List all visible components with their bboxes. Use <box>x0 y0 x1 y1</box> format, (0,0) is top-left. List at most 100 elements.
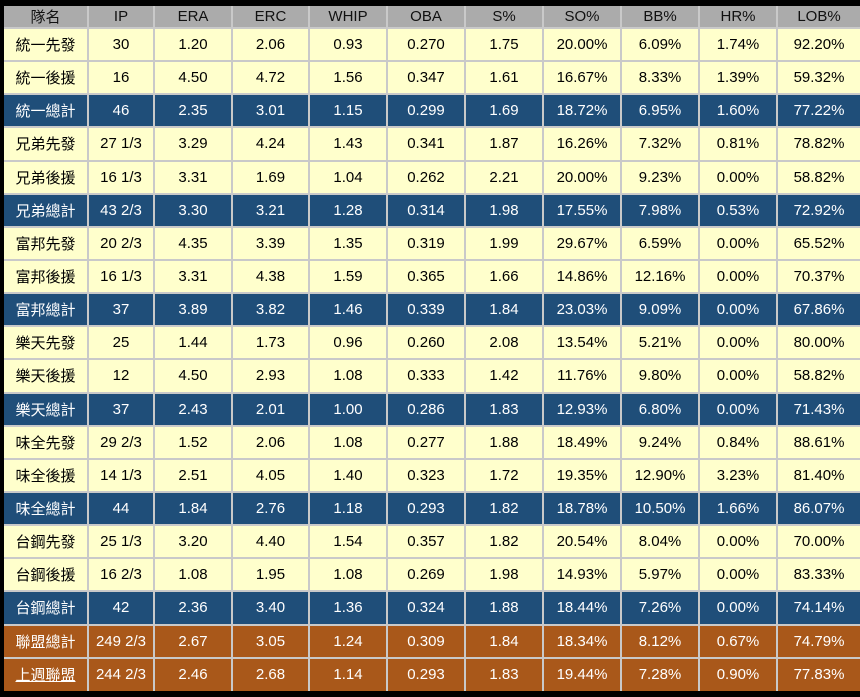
stat-cell: 19.44% <box>542 656 622 696</box>
stat-cell: 1.00 <box>308 391 388 427</box>
stat-cell: 1.46 <box>308 292 388 328</box>
stat-cell: 3.23% <box>698 457 778 493</box>
stat-cell: 14 1/3 <box>87 457 155 493</box>
stat-cell: 0.277 <box>386 424 466 460</box>
stat-cell: 9.23% <box>620 159 700 195</box>
stat-cell: 43 2/3 <box>87 192 155 228</box>
stat-cell: 3.01 <box>231 93 310 129</box>
stat-cell: 1.84 <box>153 490 233 527</box>
stat-cell: 1.84 <box>464 623 544 659</box>
stat-cell: 13.54% <box>542 325 622 361</box>
stat-cell: 1.95 <box>231 557 310 593</box>
stat-cell: 4.50 <box>153 358 233 394</box>
stat-cell: 1.69 <box>464 93 544 129</box>
team-label-cell: 樂天後援 <box>1 358 89 394</box>
stat-cell: 1.87 <box>464 126 544 162</box>
stat-cell: 6.59% <box>620 225 700 261</box>
stat-cell: 1.39% <box>698 60 778 96</box>
column-header: WHIP <box>308 2 388 29</box>
team-label-cell: 味全後援 <box>1 457 89 493</box>
team-label-cell: 樂天總計 <box>1 391 89 427</box>
stat-cell: 1.43 <box>308 126 388 162</box>
stat-cell: 3.21 <box>231 192 310 228</box>
stat-cell: 0.270 <box>386 26 466 63</box>
stat-cell: 1.69 <box>231 159 310 195</box>
stat-cell: 0.81% <box>698 126 778 162</box>
column-header: LOB% <box>776 2 860 29</box>
stat-cell: 0.339 <box>386 292 466 328</box>
stat-cell: 42 <box>87 590 155 626</box>
stat-cell: 3.29 <box>153 126 233 162</box>
stat-cell: 27 1/3 <box>87 126 155 162</box>
stat-cell: 70.37% <box>776 258 860 295</box>
stat-cell: 2.93 <box>231 358 310 394</box>
stat-cell: 7.32% <box>620 126 700 162</box>
stat-cell: 2.21 <box>464 159 544 195</box>
table-row: 兄弟後援 16 1/3 3.31 1.69 1.04 0.262 2.21 20.00% 9.2… <box>1 159 860 195</box>
stat-cell: 18.72% <box>542 93 622 129</box>
stat-cell: 0.00% <box>698 358 778 394</box>
table-row: 富邦總計 37 3.89 3.82 1.46 0.339 1.84 23.03% 9.09% 0.… <box>1 292 860 328</box>
column-header: HR% <box>698 2 778 29</box>
stat-cell: 3.31 <box>153 258 233 295</box>
stat-cell: 0.314 <box>386 192 466 228</box>
stat-cell: 0.00% <box>698 590 778 626</box>
team-label-cell: 味全總計 <box>1 490 89 527</box>
stat-cell: 17.55% <box>542 192 622 228</box>
table-row: 上週聯盟 244 2/3 2.46 2.68 1.14 0.293 1.83 19.44% 7.… <box>1 656 860 696</box>
stat-cell: 16 2/3 <box>87 557 155 593</box>
column-header: SO% <box>542 2 622 29</box>
stat-cell: 58.82% <box>776 159 860 195</box>
stat-cell: 1.66% <box>698 490 778 527</box>
team-label-cell: 富邦先發 <box>1 225 89 261</box>
stat-cell: 9.24% <box>620 424 700 460</box>
stat-cell: 70.00% <box>776 524 860 560</box>
stat-cell: 0.323 <box>386 457 466 493</box>
stat-cell: 67.86% <box>776 292 860 328</box>
stat-cell: 74.79% <box>776 623 860 659</box>
stat-cell: 19.35% <box>542 457 622 493</box>
table-row: 味全後援 14 1/3 2.51 4.05 1.40 0.323 1.72 19.35% 12.… <box>1 457 860 493</box>
team-label-cell: 統一後援 <box>1 60 89 96</box>
stat-cell: 0.260 <box>386 325 466 361</box>
stat-cell: 0.347 <box>386 60 466 96</box>
stat-cell: 8.12% <box>620 623 700 659</box>
stat-cell: 29.67% <box>542 225 622 261</box>
stat-cell: 6.95% <box>620 93 700 129</box>
stat-cell: 37 <box>87 292 155 328</box>
stat-cell: 0.357 <box>386 524 466 560</box>
team-label-cell: 味全先發 <box>1 424 89 460</box>
stat-cell: 2.08 <box>464 325 544 361</box>
stat-cell: 20.00% <box>542 26 622 63</box>
stat-cell: 0.365 <box>386 258 466 295</box>
stat-cell: 1.14 <box>308 656 388 696</box>
stat-cell: 2.76 <box>231 490 310 527</box>
stat-cell: 8.33% <box>620 60 700 96</box>
stat-cell: 0.00% <box>698 325 778 361</box>
stat-cell: 0.00% <box>698 258 778 295</box>
stat-cell: 86.07% <box>776 490 860 527</box>
stat-cell: 0.90% <box>698 656 778 696</box>
stat-cell: 6.80% <box>620 391 700 427</box>
stat-cell: 3.31 <box>153 159 233 195</box>
stat-cell: 0.00% <box>698 524 778 560</box>
stat-cell: 78.82% <box>776 126 860 162</box>
column-header: ERA <box>153 2 233 29</box>
team-label-cell: 富邦總計 <box>1 292 89 328</box>
stat-cell: 0.00% <box>698 557 778 593</box>
stat-cell: 16 1/3 <box>87 159 155 195</box>
stat-cell: 1.66 <box>464 258 544 295</box>
stat-cell: 16.26% <box>542 126 622 162</box>
stat-cell: 10.50% <box>620 490 700 527</box>
stat-cell: 88.61% <box>776 424 860 460</box>
stat-cell: 2.06 <box>231 26 310 63</box>
table-row: 台鋼後援 16 2/3 1.08 1.95 1.08 0.269 1.98 14.93% 5.9… <box>1 557 860 593</box>
stat-cell: 1.60% <box>698 93 778 129</box>
stat-cell: 59.32% <box>776 60 860 96</box>
table-row: 兄弟先發 27 1/3 3.29 4.24 1.43 0.341 1.87 16.26% 7.3… <box>1 126 860 162</box>
stat-cell: 3.89 <box>153 292 233 328</box>
stat-cell: 18.49% <box>542 424 622 460</box>
stat-cell: 1.73 <box>231 325 310 361</box>
stat-cell: 1.08 <box>308 358 388 394</box>
